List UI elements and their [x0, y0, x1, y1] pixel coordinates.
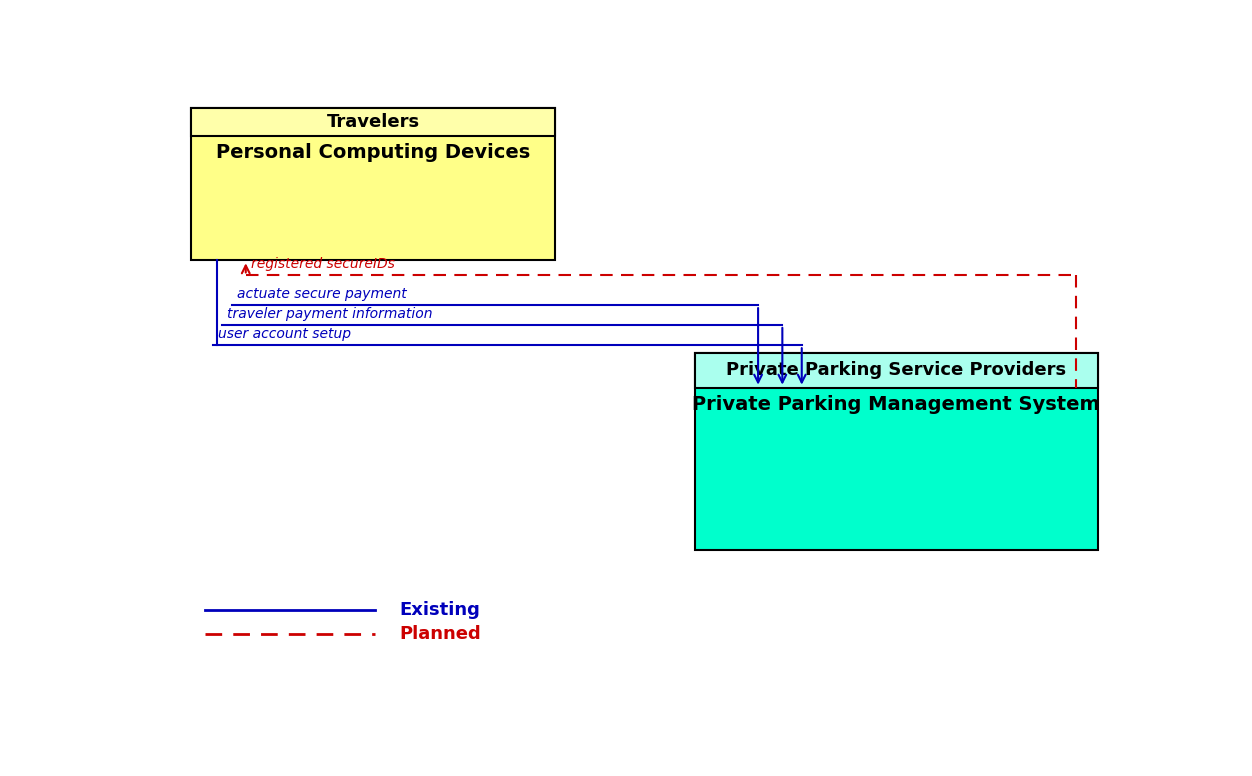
Bar [192, 108, 556, 137]
Bar [695, 353, 1098, 387]
Text: actuate secure payment: actuate secure payment [237, 287, 407, 301]
Text: Private Parking Service Providers: Private Parking Service Providers [726, 362, 1067, 379]
Bar [192, 108, 556, 261]
Text: Planned: Planned [399, 625, 481, 643]
Text: registered secureIDs: registered secureIDs [250, 257, 394, 271]
Text: Private Parking Management System: Private Parking Management System [692, 395, 1101, 414]
Text: Travelers: Travelers [327, 113, 419, 131]
Text: Existing: Existing [399, 601, 480, 619]
Bar [695, 353, 1098, 550]
Text: traveler payment information: traveler payment information [228, 307, 433, 320]
Text: Personal Computing Devices: Personal Computing Devices [217, 144, 531, 162]
Text: user account setup: user account setup [218, 327, 351, 341]
